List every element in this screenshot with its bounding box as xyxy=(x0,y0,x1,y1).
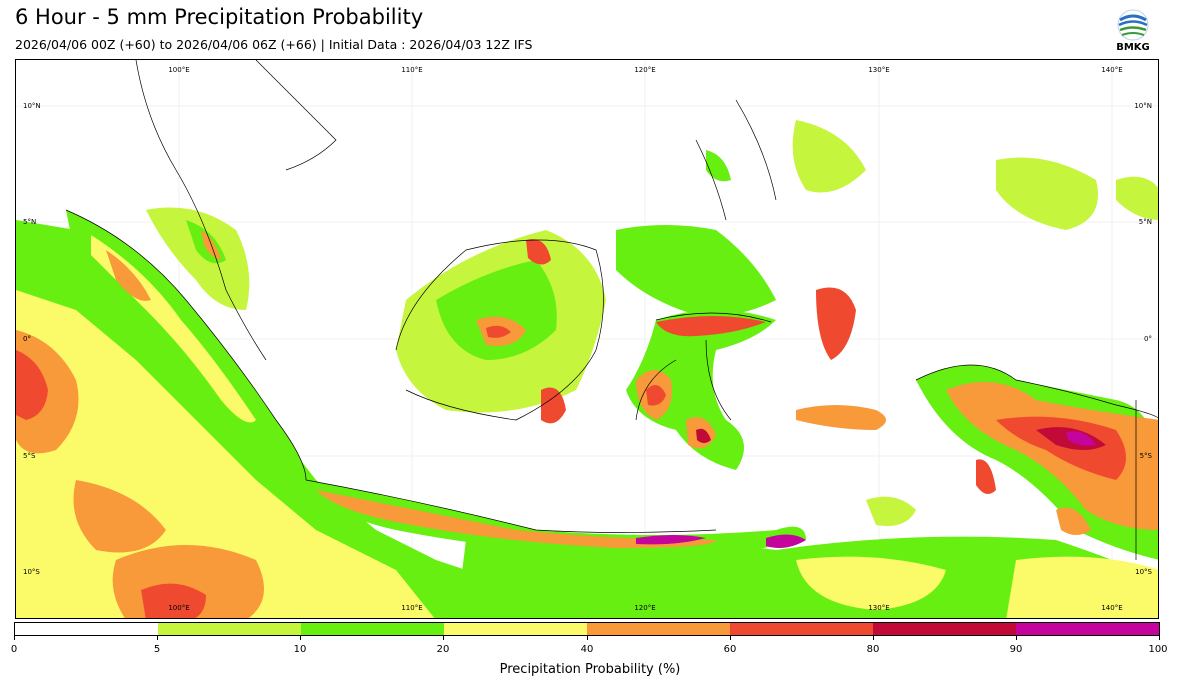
svg-text:0°: 0° xyxy=(1144,335,1152,343)
svg-text:120°E: 120°E xyxy=(634,604,655,612)
lon-labels-bottom: 100°E 110°E 120°E 130°E 140°E xyxy=(168,604,1122,612)
bmkg-logo-icon: BMKG xyxy=(1114,8,1152,54)
colorbar-segment xyxy=(1016,623,1159,635)
colorbar-title: Precipitation Probability (%) xyxy=(499,662,681,677)
svg-text:10°S: 10°S xyxy=(1135,568,1152,576)
colorbar-tick-label: 40 xyxy=(580,644,594,655)
svg-text:5°N: 5°N xyxy=(1139,218,1152,226)
colorbar-tick xyxy=(873,636,874,640)
colorbar-tick xyxy=(443,636,444,640)
lat-labels-left: 10°N 5°N 0° 5°S 10°S xyxy=(23,102,41,576)
svg-text:140°E: 140°E xyxy=(1101,604,1122,612)
colorbar-segment xyxy=(444,623,587,635)
precipitation-map: 100°E 110°E 120°E 130°E 140°E 100°E 110°… xyxy=(15,59,1159,619)
chart-title: 6 Hour - 5 mm Precipitation Probability xyxy=(15,5,424,29)
colorbar-tick xyxy=(587,636,588,640)
precip-field xyxy=(16,120,1158,618)
colorbar-tick xyxy=(1016,636,1017,640)
colorbar-tick xyxy=(730,636,731,640)
svg-text:110°E: 110°E xyxy=(401,604,422,612)
coastlines xyxy=(65,60,1158,560)
colorbar xyxy=(14,622,1160,636)
svg-text:5°N: 5°N xyxy=(23,218,36,226)
svg-text:10°N: 10°N xyxy=(1134,102,1152,110)
svg-text:120°E: 120°E xyxy=(634,66,655,74)
colorbar-segment xyxy=(158,623,301,635)
colorbar-segment xyxy=(873,623,1016,635)
colorbar-tick-label: 60 xyxy=(723,644,737,655)
logo-text: BMKG xyxy=(1116,42,1150,53)
lon-labels-top: 100°E 110°E 120°E 130°E 140°E xyxy=(168,66,1122,74)
svg-text:130°E: 130°E xyxy=(868,66,889,74)
colorbar-tick-label: 100 xyxy=(1148,644,1168,655)
svg-text:100°E: 100°E xyxy=(168,66,189,74)
svg-text:5°S: 5°S xyxy=(23,452,36,460)
svg-text:0°: 0° xyxy=(23,335,31,343)
map-canvas: 100°E 110°E 120°E 130°E 140°E 100°E 110°… xyxy=(16,60,1158,618)
colorbar-tick-label: 20 xyxy=(436,644,450,655)
svg-text:10°S: 10°S xyxy=(23,568,40,576)
colorbar-tick xyxy=(14,636,15,640)
chart-subtitle: 2026/04/06 00Z (+60) to 2026/04/06 06Z (… xyxy=(15,37,533,52)
colorbar-tick xyxy=(1159,636,1160,640)
colorbar-segment xyxy=(730,623,873,635)
svg-text:100°E: 100°E xyxy=(168,604,189,612)
colorbar-tick xyxy=(300,636,301,640)
svg-text:10°N: 10°N xyxy=(23,102,41,110)
colorbar-segment xyxy=(15,623,158,635)
svg-text:110°E: 110°E xyxy=(401,66,422,74)
svg-text:130°E: 130°E xyxy=(868,604,889,612)
svg-text:140°E: 140°E xyxy=(1101,66,1122,74)
colorbar-tick-label: 0 xyxy=(10,644,18,655)
colorbar-segment xyxy=(587,623,730,635)
colorbar-tick xyxy=(157,636,158,640)
svg-text:5°S: 5°S xyxy=(1140,452,1153,460)
lat-labels-right: 10°N 5°N 0° 5°S 10°S xyxy=(1134,102,1152,576)
colorbar-segment xyxy=(301,623,444,635)
colorbar-tick-label: 5 xyxy=(153,644,161,655)
colorbar-tick-label: 80 xyxy=(866,644,880,655)
colorbar-tick-label: 10 xyxy=(293,644,307,655)
colorbar-tick-label: 90 xyxy=(1009,644,1023,655)
